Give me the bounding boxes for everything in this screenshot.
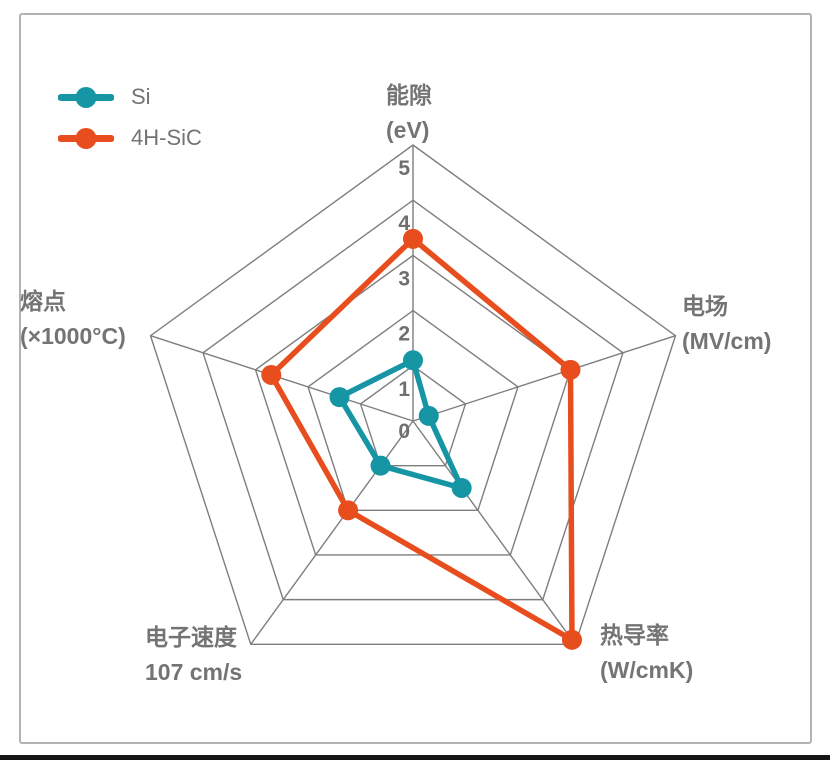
axis-label-electric-field: 电场 (MV/cm) <box>682 289 771 359</box>
axis-unit: 107 cm/s <box>145 659 243 685</box>
series-line-4H-SiC <box>268 236 575 643</box>
axis-spoke-1 <box>412 335 676 422</box>
data-point-Si-axis-0 <box>403 350 423 371</box>
axis-unit: (eV) <box>386 117 430 143</box>
axis-unit: (×1000°C) <box>20 323 126 349</box>
legend: Si 4H-SiC <box>58 84 202 151</box>
data-point-Si-axis-3 <box>370 455 391 476</box>
legend-item-4h-sic: 4H-SiC <box>58 125 202 151</box>
grid-ring-5 <box>149 144 677 645</box>
data-point-Si-axis-4 <box>329 387 350 408</box>
tick-label-2: 2 <box>398 323 410 346</box>
data-point-4H-SiC-axis-4 <box>261 364 282 385</box>
axis-label-thermal-conductivity: 热导率 (W/cmK) <box>600 618 693 688</box>
legend-marker-4h-sic-icon <box>58 127 114 149</box>
grid-ring-2 <box>307 309 519 512</box>
tick-label-4: 4 <box>398 212 410 235</box>
grid-ring-4 <box>202 199 624 601</box>
tick-label-5: 5 <box>398 157 410 180</box>
axis-name: 电场 <box>682 293 728 319</box>
data-point-Si-axis-1 <box>418 405 439 426</box>
legend-marker-si-icon <box>58 86 114 108</box>
legend-item-si: Si <box>58 84 202 110</box>
axis-label-bandgap: 能隙 (eV) <box>386 78 432 148</box>
axis-label-melting-point: 熔点 (×1000°C) <box>20 284 126 354</box>
axis-name: 电子速度 <box>145 624 237 650</box>
axis-name: 熔点 <box>20 288 66 314</box>
tick-label-1: 1 <box>398 378 410 401</box>
tick-label-0: 0 <box>398 420 410 443</box>
data-point-4H-SiC-axis-3 <box>338 500 359 521</box>
axis-spoke-4 <box>150 335 414 422</box>
axis-unit: (MV/cm) <box>682 328 772 354</box>
tick-label-3: 3 <box>398 267 410 290</box>
axis-spoke-2 <box>412 420 576 645</box>
axis-name: 热导率 <box>600 622 669 648</box>
legend-label-4h-sic: 4H-SiC <box>131 125 202 150</box>
data-point-4H-SiC-axis-1 <box>560 359 581 380</box>
axis-unit: (W/cmK) <box>600 657 694 683</box>
axis-name: 能隙 <box>386 82 432 108</box>
legend-label-si: Si <box>131 84 151 109</box>
data-point-4H-SiC-axis-0 <box>403 228 423 249</box>
bottom-divider <box>0 755 830 760</box>
data-point-Si-axis-2 <box>451 477 472 498</box>
axis-label-electron-velocity: 电子速度 107 cm/s <box>145 620 242 690</box>
grid-ring-1 <box>359 364 467 467</box>
data-point-4H-SiC-axis-2 <box>561 629 582 650</box>
